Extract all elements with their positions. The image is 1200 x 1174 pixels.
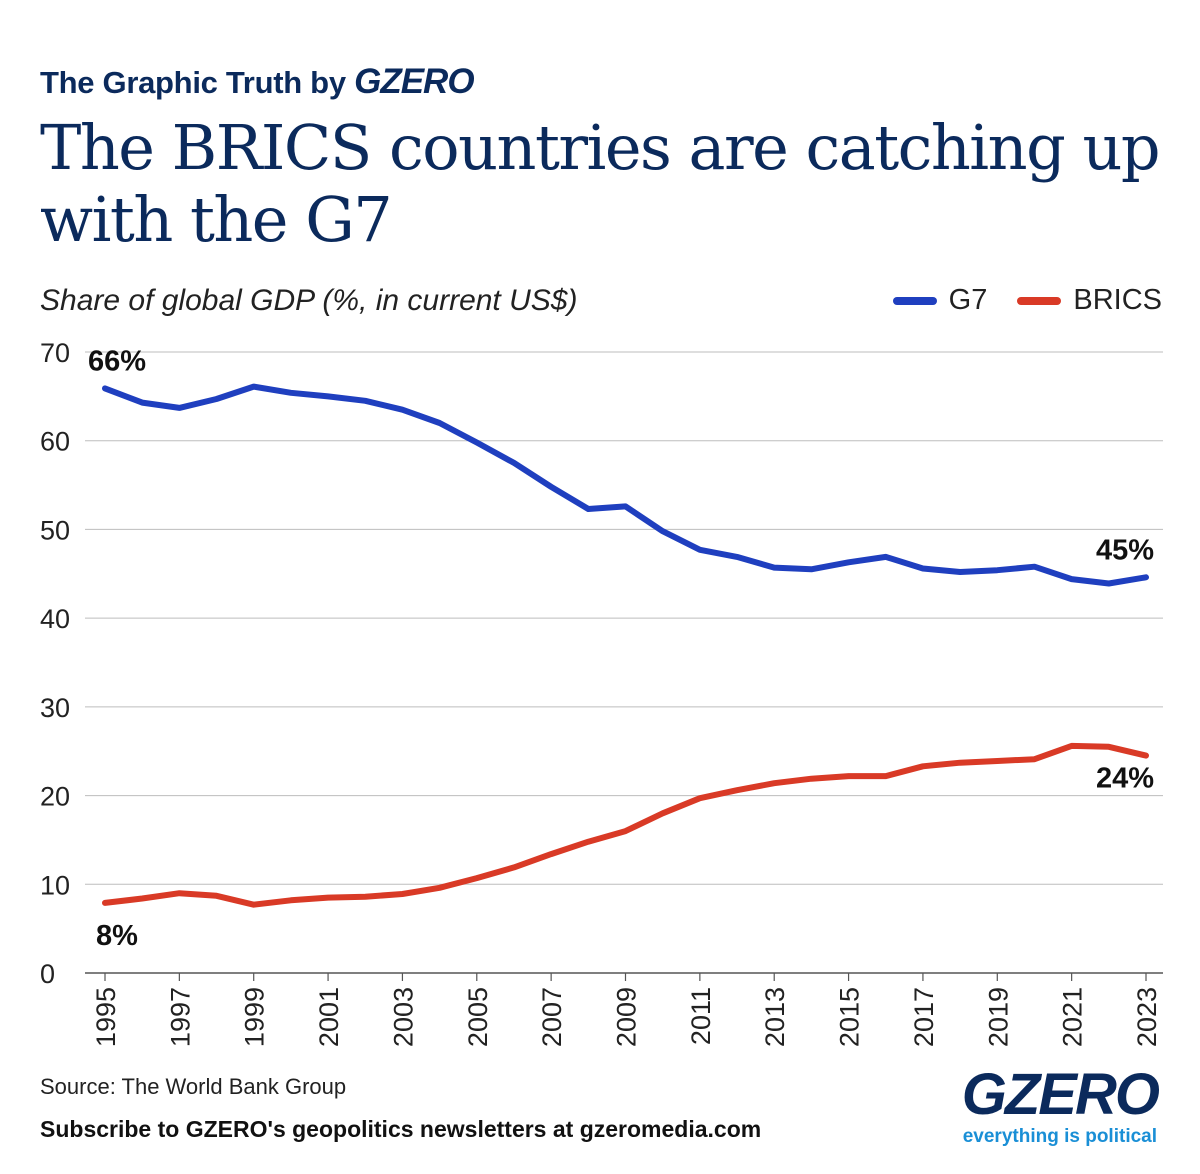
series-line-g7 [102,383,1149,587]
x-tick-label: 2005 [463,987,493,1047]
kicker-brand: GZERO [354,62,474,101]
legend-item-brics: BRICS [1017,284,1162,317]
x-tick-label: 2017 [909,987,939,1047]
data-labels: 66% 45% 8% 24% [88,345,1154,952]
x-tick-label: 1995 [91,987,121,1047]
brics-start-label: 8% [96,920,138,952]
chart-title: The BRICS countries are catching up with… [40,111,1161,256]
g7-end-label: 45% [1096,534,1154,566]
y-tick-label: 30 [40,693,70,723]
y-axis-ticks: 0 10 20 30 40 50 60 70 [40,338,70,989]
subscribe-note: Subscribe to GZERO's geopolitics newslet… [40,1116,762,1142]
logo-tagline: everything is political [962,1126,1158,1147]
legend-label-brics: BRICS [1073,284,1162,316]
chart-subtitle: Share of global GDP (%, in current US$) [40,284,578,317]
y-tick-label: 50 [40,515,70,545]
legend: G7 BRICS [863,284,1162,317]
legend-swatch-brics [1017,296,1062,305]
logo-word: GZERO [961,1062,1160,1127]
x-tick-label: 2019 [983,987,1013,1047]
y-tick-label: 20 [40,782,70,812]
x-tick-label: 1997 [165,987,195,1047]
y-tick-label: 40 [40,604,70,634]
gzero-logo: GZERO everything is political [961,1062,1160,1148]
x-tick-label: 2007 [537,987,567,1047]
series-line-brics [102,742,1149,908]
series-lines [102,383,1149,908]
x-tick-label: 2011 [686,987,716,1045]
y-tick-label: 70 [40,338,70,368]
brics-end-label: 24% [1096,763,1154,795]
x-tick-label: 2003 [388,987,418,1047]
y-tick-label: 10 [40,870,70,900]
legend-item-g7: G7 [892,284,988,317]
x-tick-label: 2023 [1132,987,1162,1047]
legend-label-g7: G7 [948,284,988,316]
legend-swatch-g7 [892,296,937,305]
g7-start-label: 66% [88,345,146,377]
x-tick-label: 2013 [760,987,790,1047]
line-chart: 0 10 20 30 40 50 60 70 1995 1997 1999 2001 2003 2005… [40,338,1163,1047]
x-axis-ticks: 1995 1997 1999 2001 2003 2005 2007 2009 2011 2013… [91,973,1162,1047]
kicker: The Graphic Truth by GZERO [40,62,475,102]
x-tick-label: 2009 [612,987,642,1047]
kicker-text: The Graphic Truth by [40,65,346,100]
x-tick-label: 1999 [240,987,270,1047]
x-tick-label: 2021 [1058,987,1088,1047]
gridlines [85,351,1163,974]
x-tick-label: 2015 [835,987,865,1047]
y-tick-label: 0 [40,959,55,989]
y-tick-label: 60 [40,427,70,457]
source-note: Source: The World Bank Group [40,1074,347,1099]
x-tick-label: 2001 [314,987,344,1047]
